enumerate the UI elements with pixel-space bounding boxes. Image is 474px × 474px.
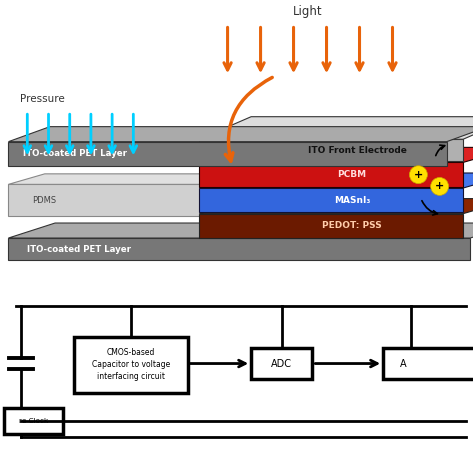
Text: +: + [435,182,444,191]
Polygon shape [199,199,474,214]
Text: MASnI₃: MASnI₃ [334,196,370,205]
Text: PCBM: PCBM [337,170,366,179]
FancyArrowPatch shape [436,145,445,155]
FancyArrowPatch shape [225,77,272,161]
Text: PDMS: PDMS [32,196,56,205]
Text: CMOS-based
Capacitor to voltage
interfacing circuit: CMOS-based Capacitor to voltage interfac… [92,348,170,381]
Text: ADC: ADC [271,358,292,368]
Circle shape [431,177,448,195]
Text: PEDOT: PSS: PEDOT: PSS [322,221,382,230]
Polygon shape [199,117,474,139]
Text: ITO-coated PET Layer: ITO-coated PET Layer [23,149,127,158]
FancyBboxPatch shape [383,348,474,379]
FancyBboxPatch shape [251,348,312,379]
Polygon shape [9,223,474,238]
Polygon shape [199,163,463,187]
Polygon shape [9,238,470,260]
Text: Pressure: Pressure [20,94,65,104]
Polygon shape [199,188,463,212]
Text: ITO-coated PET Layer: ITO-coated PET Layer [27,245,131,254]
Polygon shape [9,184,425,216]
Text: ITO Front Electrode: ITO Front Electrode [308,146,407,155]
Text: +: + [414,170,423,180]
FancyBboxPatch shape [74,337,188,393]
Text: A: A [400,358,406,368]
Polygon shape [199,139,463,161]
Text: Light: Light [293,5,322,18]
Circle shape [410,166,428,183]
Polygon shape [9,127,474,142]
FancyArrowPatch shape [422,201,438,215]
Polygon shape [9,142,447,166]
FancyBboxPatch shape [4,408,63,434]
Polygon shape [199,173,474,188]
Polygon shape [9,174,461,184]
Polygon shape [199,214,463,238]
Text: re Clock: re Clock [18,418,48,424]
Polygon shape [199,147,474,163]
